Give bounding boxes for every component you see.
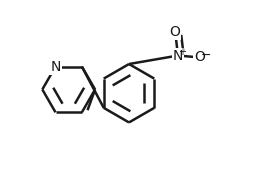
Text: O: O (194, 50, 205, 64)
Text: +: + (178, 47, 186, 57)
Text: O: O (170, 25, 181, 39)
Text: N: N (173, 48, 183, 62)
Text: N: N (50, 60, 61, 74)
Text: −: − (200, 49, 211, 62)
